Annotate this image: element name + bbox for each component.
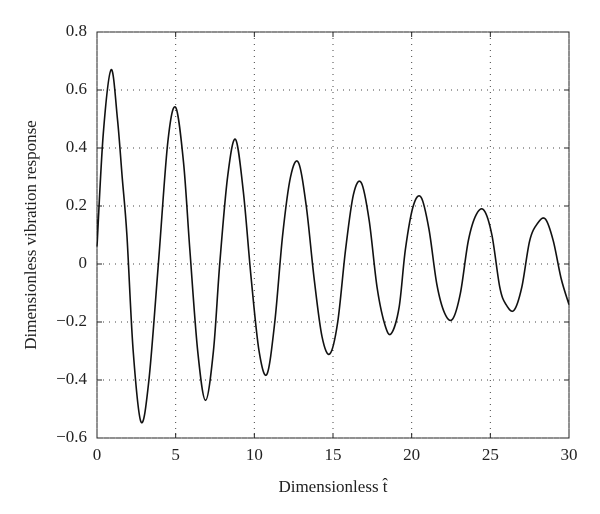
x-tick-label: 20	[403, 445, 420, 464]
y-tick-label: −0.6	[56, 427, 87, 446]
y-tick-label: 0.2	[66, 195, 87, 214]
y-tick-label: −0.4	[56, 369, 87, 388]
y-tick-label: 0.6	[66, 79, 87, 98]
x-tick-label: 25	[482, 445, 499, 464]
x-tick-label: 10	[246, 445, 263, 464]
y-tick-label: 0.8	[66, 21, 87, 40]
y-tick-label: −0.2	[56, 311, 87, 330]
x-tick-label: 30	[561, 445, 578, 464]
y-axis-label: Dimensionless vibration response	[21, 120, 40, 349]
y-tick-label: 0	[79, 253, 88, 272]
x-tick-label: 5	[171, 445, 180, 464]
x-axis-label: Dimensionless t̂	[278, 477, 388, 496]
x-tick-label: 0	[93, 445, 102, 464]
data-line	[96, 68, 570, 424]
y-tick-label: 0.4	[66, 137, 88, 156]
x-tick-label: 15	[325, 445, 342, 464]
